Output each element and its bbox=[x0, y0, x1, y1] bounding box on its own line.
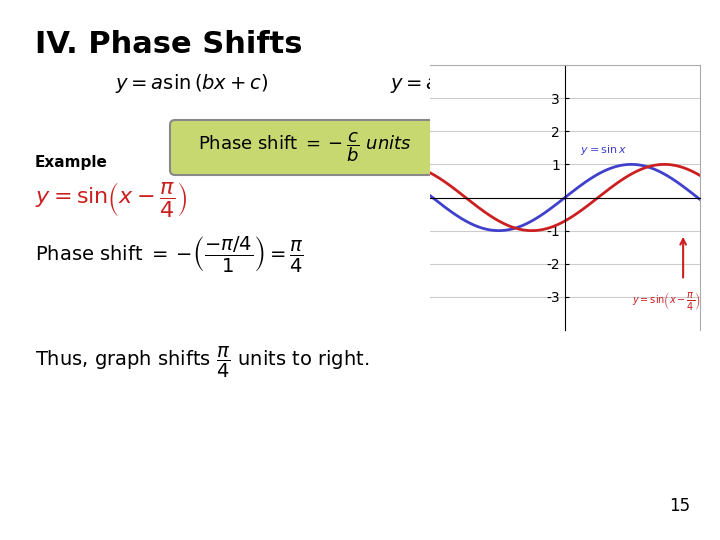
Text: $y = \sin x$: $y = \sin x$ bbox=[580, 143, 626, 157]
Text: $y = \sin\!\left(x - \dfrac{\pi}{4}\right)$: $y = \sin\!\left(x - \dfrac{\pi}{4}\righ… bbox=[632, 290, 701, 312]
Text: $y = a\cos\left(bx + c\right)$: $y = a\cos\left(bx + c\right)$ bbox=[390, 72, 548, 95]
Text: Phase shift $= -\dfrac{c}{b}$ $\it{units}$: Phase shift $= -\dfrac{c}{b}$ $\it{units… bbox=[198, 131, 412, 164]
Text: 15: 15 bbox=[669, 497, 690, 515]
Text: Example: Example bbox=[35, 155, 108, 170]
Text: IV. Phase Shifts: IV. Phase Shifts bbox=[35, 30, 302, 59]
Text: Phase shift $= -\!\left(\dfrac{-\pi/4}{1}\right) = \dfrac{\pi}{4}$: Phase shift $= -\!\left(\dfrac{-\pi/4}{1… bbox=[35, 235, 304, 275]
FancyBboxPatch shape bbox=[170, 120, 440, 175]
Text: $y = a\sin\left(bx + c\right)$: $y = a\sin\left(bx + c\right)$ bbox=[115, 72, 268, 95]
Text: $y = \sin\!\left(x - \dfrac{\pi}{4}\right)$: $y = \sin\!\left(x - \dfrac{\pi}{4}\righ… bbox=[35, 180, 187, 219]
Text: Thus, graph shifts $\dfrac{\pi}{4}$ units to right.: Thus, graph shifts $\dfrac{\pi}{4}$ unit… bbox=[35, 345, 369, 380]
